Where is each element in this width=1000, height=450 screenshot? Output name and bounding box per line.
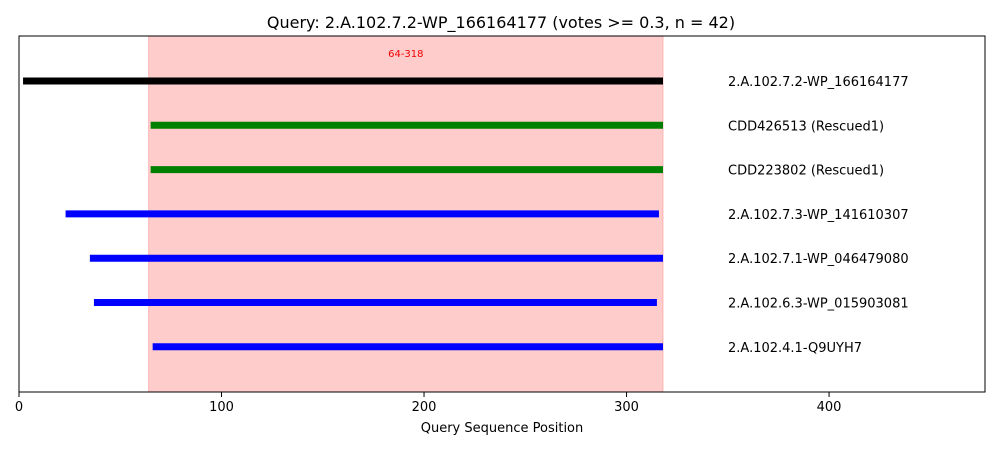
segment-label: CDD223802 (Rescued1) xyxy=(728,164,884,179)
x-tick-label: 0 xyxy=(15,400,23,415)
x-tick-label: 100 xyxy=(209,400,234,415)
segment-label: 2.A.102.7.3-WP_141610307 xyxy=(728,208,909,223)
x-tick-label: 200 xyxy=(412,400,437,415)
x-tick-label: 400 xyxy=(817,400,842,415)
segment-label: 2.A.102.4.1-Q9UYH7 xyxy=(728,341,862,356)
x-tick-label: 300 xyxy=(614,400,639,415)
plot-area: 64-318 2.A.102.7.2-WP_166164177 CDD426513 … xyxy=(15,35,986,415)
highlight-label: 64-318 xyxy=(388,49,423,60)
segment-label: 2.A.102.7.1-WP_046479080 xyxy=(728,252,909,267)
segment-label: CDD426513 (Rescued1) xyxy=(728,119,884,134)
segment-label: 2.A.102.6.3-WP_015903081 xyxy=(728,297,909,312)
chart-title: Query: 2.A.102.7.2-WP_166164177 (votes >… xyxy=(267,13,735,33)
plot-frame xyxy=(18,35,986,393)
segment-label: 2.A.102.7.2-WP_166164177 xyxy=(728,75,909,90)
x-axis-label: Query Sequence Position xyxy=(421,421,584,436)
